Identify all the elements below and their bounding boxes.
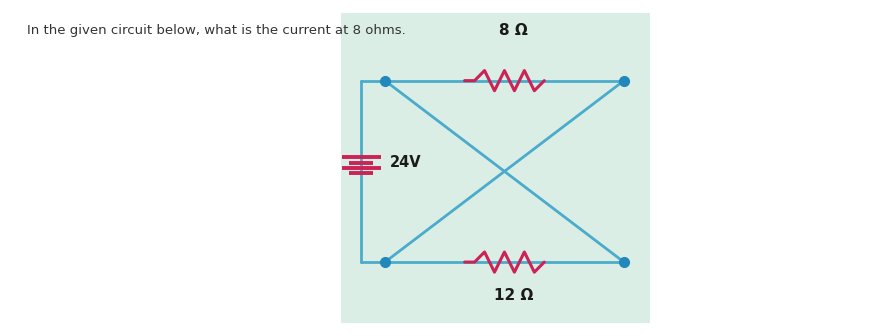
FancyBboxPatch shape [341, 13, 650, 323]
Text: 8 Ω: 8 Ω [499, 23, 527, 38]
Text: 12 Ω: 12 Ω [494, 288, 533, 303]
Text: 24V: 24V [389, 156, 421, 170]
Text: In the given circuit below, what is the current at 8 ohms.: In the given circuit below, what is the … [27, 24, 405, 37]
